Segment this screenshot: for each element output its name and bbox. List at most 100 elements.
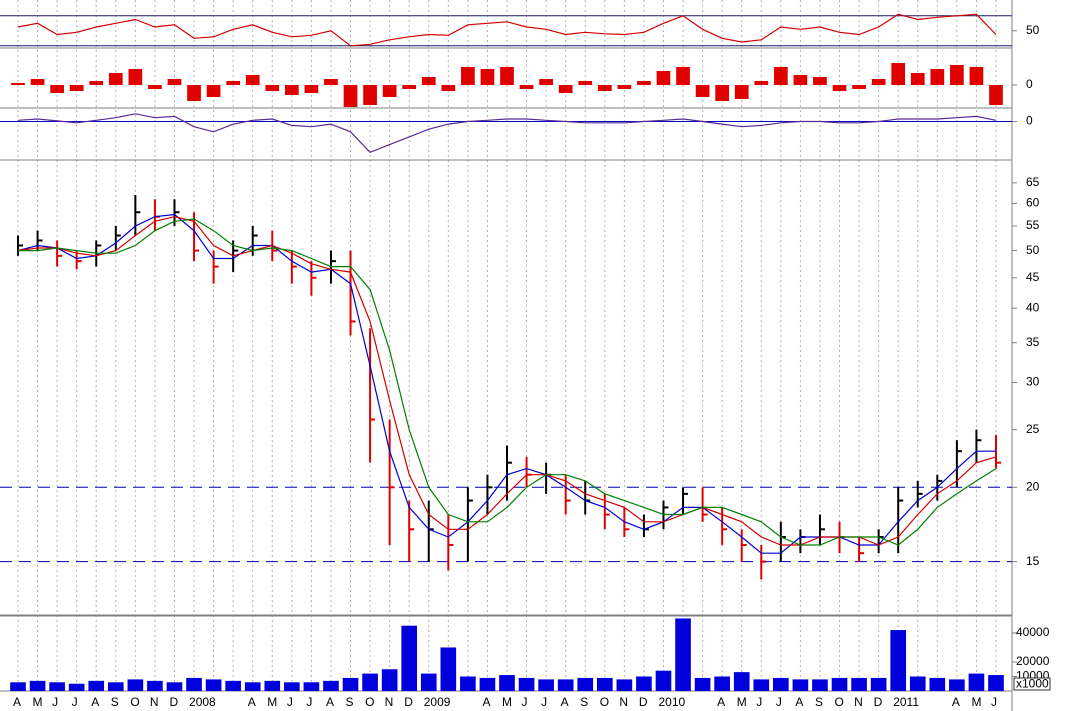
bar: [518, 677, 535, 691]
bar: [29, 680, 46, 691]
x-tick-label: D: [404, 695, 413, 709]
bar: [30, 79, 45, 85]
x-tick-label: D: [639, 695, 648, 709]
x-tick-label: O: [365, 695, 374, 709]
bar: [50, 85, 64, 93]
bar: [362, 673, 378, 691]
series-line: [17, 216, 997, 546]
y-tick-label: 65: [1026, 175, 1040, 189]
bar: [870, 677, 887, 691]
x-tick-label: 2011: [893, 695, 919, 709]
bar: [264, 680, 281, 691]
bar: [988, 675, 1004, 691]
y-tick-label: 55: [1026, 218, 1040, 232]
bar: [402, 85, 417, 89]
bar: [342, 677, 359, 691]
x-tick-label: 2009: [424, 695, 451, 709]
bar: [226, 81, 241, 85]
x-tick-label: 2008: [189, 695, 216, 709]
bar: [441, 85, 456, 91]
bar: [832, 85, 847, 91]
bar: [381, 669, 398, 691]
bar: [557, 679, 574, 691]
bar: [10, 682, 26, 691]
x-tick-label: M: [267, 695, 277, 709]
y-tick-label: 50: [1026, 243, 1040, 257]
bar: [420, 673, 437, 691]
bar: [773, 67, 788, 85]
bar: [851, 677, 867, 691]
x-tick-label: A: [561, 695, 569, 709]
x-tick-label: O: [130, 695, 139, 709]
series-line: [17, 113, 997, 154]
bar: [421, 77, 436, 85]
bar: [499, 675, 515, 691]
bar: [753, 679, 770, 691]
y-tick-label: 60: [1026, 196, 1040, 210]
bar: [968, 673, 985, 691]
bar: [734, 85, 749, 99]
bar: [831, 677, 848, 691]
y-tick-label: 40: [1026, 300, 1040, 314]
x-tick-label: S: [346, 695, 354, 709]
bar: [538, 679, 554, 691]
bar: [949, 679, 965, 691]
bar: [284, 85, 299, 95]
x-tick-label: A: [717, 695, 725, 709]
bar: [186, 677, 202, 691]
bar: [694, 677, 711, 691]
x-tick-label: J: [52, 695, 58, 709]
bar: [910, 73, 925, 85]
bar: [284, 682, 300, 691]
bar: [89, 81, 104, 85]
y-tick-label: 20000: [1016, 654, 1050, 668]
y-tick-label: 50: [1026, 23, 1040, 37]
x-tick-label: M: [33, 695, 43, 709]
series-line: [17, 13, 997, 47]
x-tick-label: J: [72, 695, 78, 709]
bar: [244, 682, 261, 691]
bar: [812, 679, 828, 691]
x-tick-label: A: [248, 695, 256, 709]
unit-label: x1000: [1016, 677, 1049, 691]
bar: [656, 71, 671, 85]
x-tick-label: J: [756, 695, 762, 709]
bar: [616, 679, 633, 691]
bar: [676, 67, 690, 85]
bar: [127, 679, 144, 691]
x-tick-label: A: [795, 695, 803, 709]
bar: [617, 85, 632, 89]
bar: [88, 680, 105, 691]
y-tick-label: 30: [1026, 375, 1040, 389]
x-tick-label: J: [991, 695, 997, 709]
bar: [128, 69, 143, 85]
bar: [107, 682, 124, 691]
y-tick-label: 35: [1026, 335, 1040, 349]
bar: [519, 85, 534, 89]
x-tick-label: O: [600, 695, 609, 709]
bar: [793, 75, 808, 85]
x-tick-label: J: [541, 695, 547, 709]
x-tick-label: 2010: [658, 695, 685, 709]
x-tick-label: M: [737, 695, 747, 709]
bar: [245, 75, 260, 85]
x-tick-label: N: [854, 695, 863, 709]
bar: [11, 83, 25, 85]
bar: [909, 676, 926, 691]
unit-box: [1013, 677, 1051, 691]
bar: [49, 682, 65, 691]
bar: [655, 670, 672, 691]
bar: [401, 625, 418, 691]
bar: [304, 85, 319, 93]
bar: [382, 85, 397, 97]
bar: [989, 85, 1003, 105]
bar: [440, 647, 457, 691]
bar: [148, 85, 162, 89]
x-tick-label: A: [13, 695, 21, 709]
bar: [108, 73, 123, 85]
bar: [675, 618, 691, 691]
x-tick-label: A: [91, 695, 99, 709]
bar: [773, 677, 789, 691]
